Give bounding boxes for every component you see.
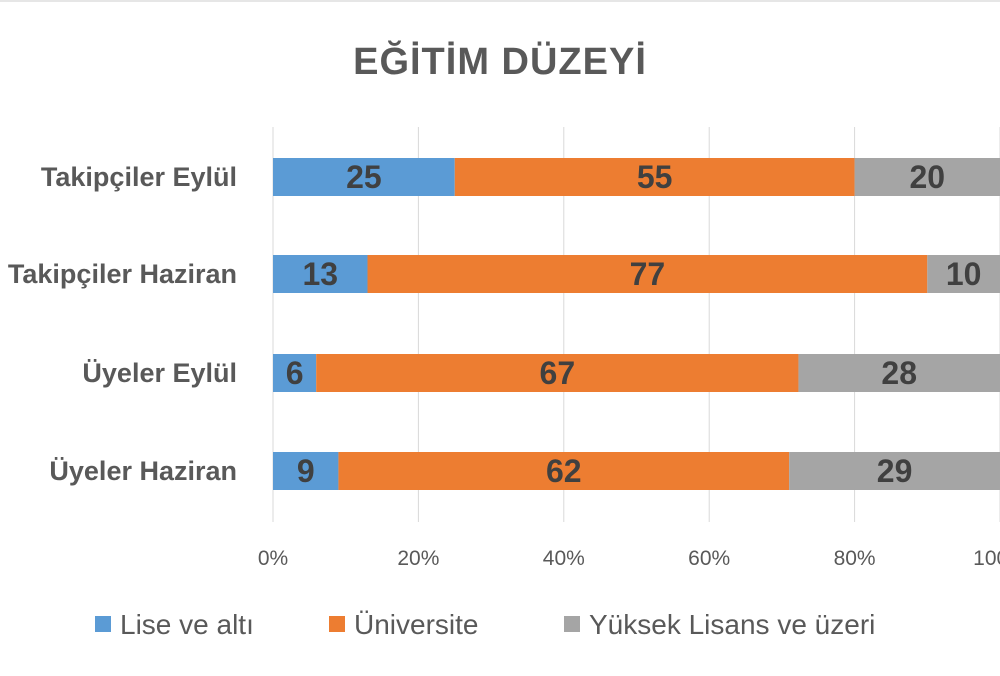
category-label: Takipçiler Haziran	[8, 259, 237, 289]
bar-segment	[273, 452, 339, 490]
category-label: Üyeler Haziran	[49, 456, 237, 486]
bar-segment	[854, 158, 1000, 196]
legend-label: Üniversite	[354, 609, 478, 640]
x-tick-labels: 0% 20% 40% 60% 80% 100%	[258, 547, 1000, 570]
data-label: 55	[637, 159, 673, 195]
data-label: 20	[910, 159, 946, 195]
x-tick-label: 40%	[543, 547, 585, 570]
x-tick-label: 80%	[834, 547, 876, 570]
legend-label: Lise ve altı	[120, 609, 254, 640]
x-tick-label: 20%	[397, 547, 439, 570]
data-label: 67	[540, 355, 576, 391]
bar-segment	[273, 255, 368, 293]
bar-segment	[273, 354, 317, 392]
data-label: 28	[881, 355, 917, 391]
data-label: 29	[877, 453, 913, 489]
x-tick-label: 60%	[688, 547, 730, 570]
data-label: 10	[946, 256, 982, 292]
data-label: 9	[297, 453, 315, 489]
bar-segment	[789, 452, 1000, 490]
category-label: Üyeler Eylül	[82, 358, 237, 388]
chart-title: EĞİTİM DÜZEYİ	[353, 39, 647, 83]
legend-item: Yüksek Lisans ve üzeri	[564, 609, 875, 640]
category-labels: Takipçiler Eylül Takipçiler Haziran Üyeler…	[8, 162, 237, 486]
legend-swatch	[95, 616, 111, 632]
bar-segment	[273, 158, 455, 196]
bar-segment	[316, 354, 799, 392]
legend-item: Lise ve altı	[95, 609, 254, 640]
bar-segment	[927, 255, 1000, 293]
bar-row: 25 55 20	[273, 158, 1000, 196]
legend: Lise ve altı Üniversite Yüksek Lisans ve ü…	[95, 609, 875, 640]
category-label: Takipçiler Eylül	[41, 162, 237, 192]
bar-row: 9 62 29	[273, 452, 1000, 490]
data-label: 6	[286, 355, 304, 391]
bar-segment	[798, 354, 1000, 392]
bar-row: 13 77 10	[273, 255, 1000, 293]
legend-item: Üniversite	[329, 609, 478, 640]
data-label: 62	[546, 453, 582, 489]
x-tick-label: 100%	[973, 547, 1000, 570]
legend-label: Yüksek Lisans ve üzeri	[589, 609, 875, 640]
bar-segment	[367, 255, 928, 293]
bar-segment	[454, 158, 855, 196]
legend-swatch	[329, 616, 345, 632]
x-tick-label: 0%	[258, 547, 288, 570]
bar-segment	[338, 452, 790, 490]
legend-swatch	[564, 616, 580, 632]
bar-row: 6 67 28	[273, 354, 1000, 392]
data-label: 77	[630, 256, 666, 292]
data-label: 25	[346, 159, 382, 195]
data-label: 13	[302, 256, 338, 292]
